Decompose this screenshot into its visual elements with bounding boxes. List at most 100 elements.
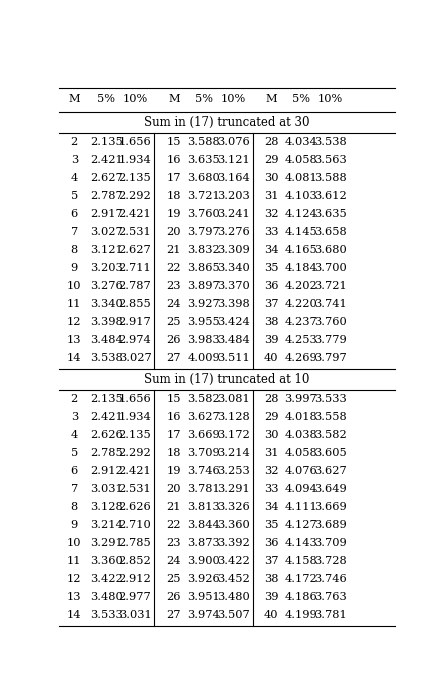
Text: 23: 23 [167, 281, 181, 291]
Text: 3.951: 3.951 [187, 592, 220, 602]
Text: 2.627: 2.627 [90, 172, 123, 182]
Text: 37: 37 [264, 298, 278, 308]
Text: 2.292: 2.292 [119, 447, 152, 458]
Text: 3.781: 3.781 [187, 483, 220, 494]
Text: 2.421: 2.421 [119, 209, 152, 218]
Text: 39: 39 [264, 592, 278, 602]
Text: 3.172: 3.172 [217, 430, 249, 439]
Text: 3.392: 3.392 [217, 538, 249, 548]
Text: 4.269: 4.269 [284, 353, 317, 363]
Text: 3.680: 3.680 [314, 245, 346, 255]
Text: 4.237: 4.237 [284, 317, 317, 327]
Text: 3.763: 3.763 [314, 592, 346, 602]
Text: 3.746: 3.746 [187, 466, 220, 476]
Text: M: M [69, 94, 80, 104]
Text: 19: 19 [167, 209, 181, 218]
Text: 31: 31 [264, 191, 278, 201]
Text: 2.135: 2.135 [119, 430, 152, 439]
Text: 3.480: 3.480 [90, 592, 123, 602]
Text: 2: 2 [70, 394, 78, 403]
Text: 3.926: 3.926 [187, 574, 220, 584]
Text: 39: 39 [264, 335, 278, 344]
Text: 2.531: 2.531 [119, 226, 152, 237]
Text: 4.018: 4.018 [284, 412, 317, 422]
Text: 3.832: 3.832 [187, 245, 220, 255]
Text: 2.977: 2.977 [119, 592, 152, 602]
Text: 17: 17 [167, 430, 181, 439]
Text: 3.649: 3.649 [314, 483, 346, 494]
Text: 4.145: 4.145 [284, 226, 317, 237]
Text: 3.709: 3.709 [187, 447, 220, 458]
Text: 3.291: 3.291 [90, 538, 123, 548]
Text: 3.669: 3.669 [314, 502, 346, 512]
Text: 40: 40 [264, 353, 278, 363]
Text: 17: 17 [167, 172, 181, 182]
Text: 14: 14 [67, 353, 82, 363]
Text: 5%: 5% [97, 94, 115, 104]
Text: 3.027: 3.027 [119, 353, 152, 363]
Text: 16: 16 [167, 412, 181, 422]
Text: 3.128: 3.128 [217, 412, 249, 422]
Text: 19: 19 [167, 466, 181, 476]
Text: 3.398: 3.398 [90, 317, 123, 327]
Text: 18: 18 [167, 191, 181, 201]
Text: 5: 5 [70, 447, 78, 458]
Text: 2.626: 2.626 [119, 502, 152, 512]
Text: 3.533: 3.533 [90, 610, 123, 620]
Text: 3.781: 3.781 [314, 610, 346, 620]
Text: 13: 13 [67, 335, 82, 344]
Text: 6: 6 [70, 209, 78, 218]
Text: 2.912: 2.912 [119, 574, 152, 584]
Text: 3.669: 3.669 [187, 430, 220, 439]
Text: 33: 33 [264, 226, 278, 237]
Text: 4.038: 4.038 [284, 430, 317, 439]
Text: 3.276: 3.276 [90, 281, 123, 291]
Text: 3.424: 3.424 [217, 317, 249, 327]
Text: 3.422: 3.422 [90, 574, 123, 584]
Text: 2.421: 2.421 [119, 466, 152, 476]
Text: 2.421: 2.421 [90, 412, 123, 422]
Text: 10%: 10% [221, 94, 246, 104]
Text: 29: 29 [264, 412, 278, 422]
Text: 28: 28 [264, 394, 278, 403]
Text: 4.186: 4.186 [284, 592, 317, 602]
Text: 5%: 5% [194, 94, 213, 104]
Text: 4.009: 4.009 [187, 353, 220, 363]
Text: 10%: 10% [318, 94, 342, 104]
Text: 2.917: 2.917 [119, 317, 152, 327]
Text: 3.760: 3.760 [187, 209, 220, 218]
Text: 11: 11 [67, 556, 82, 565]
Text: 3.241: 3.241 [217, 209, 249, 218]
Text: 2: 2 [70, 136, 78, 146]
Text: 3.797: 3.797 [187, 226, 220, 237]
Text: 3.558: 3.558 [314, 412, 346, 422]
Text: 3.340: 3.340 [217, 262, 249, 273]
Text: Sum in (17) truncated at 10: Sum in (17) truncated at 10 [144, 373, 310, 386]
Text: 4.158: 4.158 [284, 556, 317, 565]
Text: 23: 23 [167, 538, 181, 548]
Text: 36: 36 [264, 538, 278, 548]
Text: 2.711: 2.711 [119, 262, 152, 273]
Text: 3.484: 3.484 [217, 335, 249, 344]
Text: 22: 22 [167, 262, 181, 273]
Text: 3.955: 3.955 [187, 317, 220, 327]
Text: 3.533: 3.533 [314, 394, 346, 403]
Text: 34: 34 [264, 245, 278, 255]
Text: 32: 32 [264, 466, 278, 476]
Text: 3.680: 3.680 [187, 172, 220, 182]
Text: 16: 16 [167, 155, 181, 165]
Text: 30: 30 [264, 430, 278, 439]
Text: 2.135: 2.135 [90, 394, 123, 403]
Text: 3.927: 3.927 [187, 298, 220, 308]
Text: 29: 29 [264, 155, 278, 165]
Text: 3.480: 3.480 [217, 592, 249, 602]
Text: 8: 8 [70, 502, 78, 512]
Text: 3.844: 3.844 [187, 520, 220, 530]
Text: 3.121: 3.121 [217, 155, 249, 165]
Text: 4.165: 4.165 [284, 245, 317, 255]
Text: 4.184: 4.184 [284, 262, 317, 273]
Text: 4.199: 4.199 [284, 610, 317, 620]
Text: 10%: 10% [122, 94, 148, 104]
Text: 21: 21 [167, 245, 181, 255]
Text: 4: 4 [70, 172, 78, 182]
